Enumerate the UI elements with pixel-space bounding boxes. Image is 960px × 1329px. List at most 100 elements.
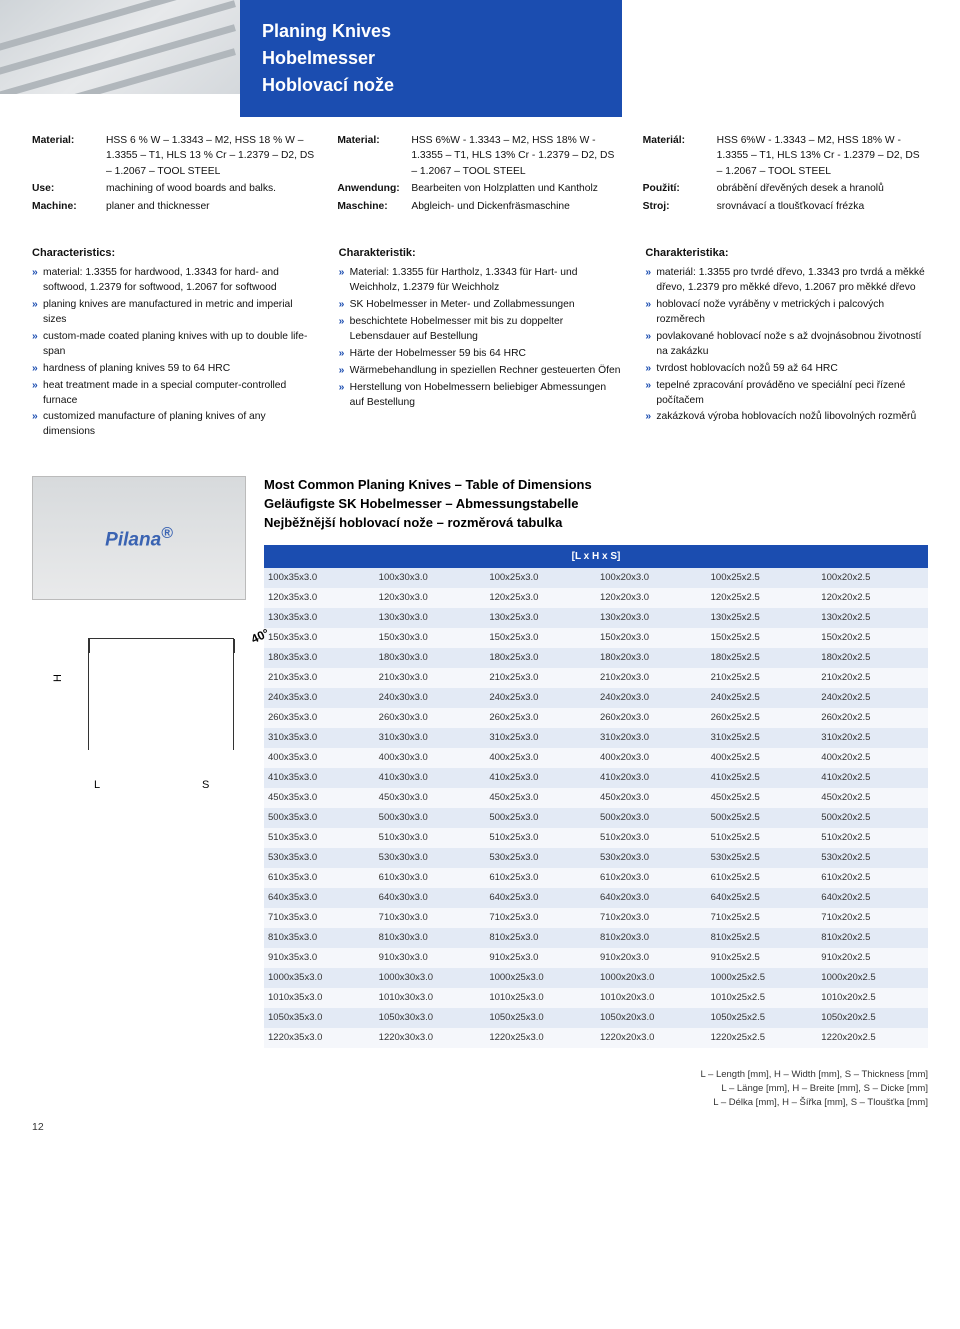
title-band: Planing Knives Hobelmesser Hoblovací nož… (240, 0, 622, 117)
characteristics-item: heat treatment made in a special compute… (32, 379, 315, 409)
table-cell: 810x20x2.5 (817, 928, 928, 948)
spec-key: Material: (337, 133, 405, 179)
table-cell: 400x20x3.0 (596, 748, 707, 768)
table-cell: 310x25x3.0 (485, 728, 596, 748)
table-cell: 410x35x3.0 (264, 768, 375, 788)
table-cell: 310x25x2.5 (707, 728, 818, 748)
table-cell: 810x25x3.0 (485, 928, 596, 948)
spec-key: Použití: (643, 181, 711, 196)
characteristics-item: hardness of planing knives 59 to 64 HRC (32, 362, 315, 377)
table-cell: 1220x20x3.0 (596, 1028, 707, 1048)
spec-value: Bearbeiten von Holzplatten und Kantholz (411, 181, 622, 196)
table-cell: 1000x35x3.0 (264, 968, 375, 988)
table-row: 640x35x3.0640x30x3.0640x25x3.0640x20x3.0… (264, 888, 928, 908)
table-cell: 530x35x3.0 (264, 848, 375, 868)
table-cell: 120x30x3.0 (375, 588, 486, 608)
characteristics-item: SK Hobelmesser in Meter- und Zollabmessu… (339, 298, 622, 313)
characteristics-item: custom-made coated planing knives with u… (32, 330, 315, 360)
table-row: 610x35x3.0610x30x3.0610x25x3.0610x20x3.0… (264, 868, 928, 888)
table-cell: 240x35x3.0 (264, 688, 375, 708)
table-cell: 100x35x3.0 (264, 568, 375, 588)
table-cell: 450x35x3.0 (264, 788, 375, 808)
table-cell: 1220x25x2.5 (707, 1028, 818, 1048)
table-row: 310x35x3.0310x30x3.0310x25x3.0310x20x3.0… (264, 728, 928, 748)
table-cell: 150x30x3.0 (375, 628, 486, 648)
table-cell: 1000x30x3.0 (375, 968, 486, 988)
spec-key: Materiál: (643, 133, 711, 179)
table-cell: 530x30x3.0 (375, 848, 486, 868)
table-row: 910x35x3.0910x30x3.0910x25x3.0910x20x3.0… (264, 948, 928, 968)
table-cell: 100x20x3.0 (596, 568, 707, 588)
table-cell: 120x20x2.5 (817, 588, 928, 608)
table-cell: 500x25x3.0 (485, 808, 596, 828)
table-cell: 240x20x2.5 (817, 688, 928, 708)
table-cell: 610x25x2.5 (707, 868, 818, 888)
characteristics-item: zakázková výroba hoblovacích nožů libovo… (645, 410, 928, 425)
table-cell: 120x35x3.0 (264, 588, 375, 608)
table-cell: 400x25x2.5 (707, 748, 818, 768)
table-cell: 450x20x2.5 (817, 788, 928, 808)
characteristics-columns: Characteristics:material: 1.3355 for har… (0, 224, 960, 458)
table-cell: 310x35x3.0 (264, 728, 375, 748)
title-de: Hobelmesser (262, 45, 622, 72)
spec-value: machining of wood boards and balks. (106, 181, 317, 196)
characteristics-item: povlakované hoblovací nože s až dvojnáso… (645, 330, 928, 360)
table-cell: 640x25x2.5 (707, 888, 818, 908)
dim-h: H (52, 674, 64, 682)
table-cell: 530x25x2.5 (707, 848, 818, 868)
table-cell: 130x20x2.5 (817, 608, 928, 628)
spec-key: Stroj: (643, 199, 711, 214)
characteristics-item: Herstellung von Hobelmessern beliebiger … (339, 381, 622, 411)
table-cell: 510x25x2.5 (707, 828, 818, 848)
table-row: 150x35x3.0150x30x3.0150x25x3.0150x20x3.0… (264, 628, 928, 648)
dimensions-table: [L x H x S] 100x35x3.0100x30x3.0100x25x3… (264, 545, 928, 1048)
table-cell: 1010x35x3.0 (264, 988, 375, 1008)
table-cell: 400x35x3.0 (264, 748, 375, 768)
table-cell: 640x25x3.0 (485, 888, 596, 908)
table-cell: 1000x20x3.0 (596, 968, 707, 988)
table-row: 1050x35x3.01050x30x3.01050x25x3.01050x20… (264, 1008, 928, 1028)
table-cell: 910x20x2.5 (817, 948, 928, 968)
table-cell: 260x25x3.0 (485, 708, 596, 728)
table-cell: 410x25x3.0 (485, 768, 596, 788)
table-cell: 310x20x2.5 (817, 728, 928, 748)
table-cell: 710x30x3.0 (375, 908, 486, 928)
characteristics-heading: Characteristics: (32, 246, 315, 262)
spec-value: HSS 6 % W – 1.3343 – M2, HSS 18 % W – 1.… (106, 133, 317, 179)
table-cell: 640x20x2.5 (817, 888, 928, 908)
legend: L – Length [mm], H – Width [mm], S – Thi… (0, 1056, 960, 1117)
table-cell: 1000x20x2.5 (817, 968, 928, 988)
table-title: Most Common Planing Knives – Table of Di… (264, 476, 928, 533)
spec-value: Abgleich- und Dickenfräsmaschine (411, 199, 622, 214)
table-cell: 1050x20x3.0 (596, 1008, 707, 1028)
table-cell: 1220x20x2.5 (817, 1028, 928, 1048)
spec-key: Machine: (32, 199, 100, 214)
spec-value: obrábění dřevěných desek a hranolů (717, 181, 928, 196)
characteristics-item: customized manufacture of planing knives… (32, 410, 315, 440)
table-cell: 260x25x2.5 (707, 708, 818, 728)
table-cell: 810x30x3.0 (375, 928, 486, 948)
table-cell: 180x35x3.0 (264, 648, 375, 668)
table-cell: 530x20x3.0 (596, 848, 707, 868)
table-cell: 120x25x3.0 (485, 588, 596, 608)
table-row: 240x35x3.0240x30x3.0240x25x3.0240x20x3.0… (264, 688, 928, 708)
spec-key: Maschine: (337, 199, 405, 214)
table-cell: 130x35x3.0 (264, 608, 375, 628)
characteristics-item: Härte der Hobelmesser 59 bis 64 HRC (339, 347, 622, 362)
table-cell: 310x30x3.0 (375, 728, 486, 748)
table-cell: 100x30x3.0 (375, 568, 486, 588)
table-row: 120x35x3.0120x30x3.0120x25x3.0120x20x3.0… (264, 588, 928, 608)
table-cell: 100x25x2.5 (707, 568, 818, 588)
table-cell: 640x20x3.0 (596, 888, 707, 908)
table-row: 100x35x3.0100x30x3.0100x25x3.0100x20x3.0… (264, 568, 928, 588)
brand-photo: Pilana® (32, 476, 246, 600)
table-cell: 910x25x3.0 (485, 948, 596, 968)
table-cell: 400x25x3.0 (485, 748, 596, 768)
table-cell: 910x30x3.0 (375, 948, 486, 968)
table-cell: 640x35x3.0 (264, 888, 375, 908)
table-cell: 210x35x3.0 (264, 668, 375, 688)
characteristics-item: Material: 1.3355 für Hartholz, 1.3343 fü… (339, 266, 622, 296)
table-cell: 410x25x2.5 (707, 768, 818, 788)
table-cell: 410x30x3.0 (375, 768, 486, 788)
spec-key: Anwendung: (337, 181, 405, 196)
